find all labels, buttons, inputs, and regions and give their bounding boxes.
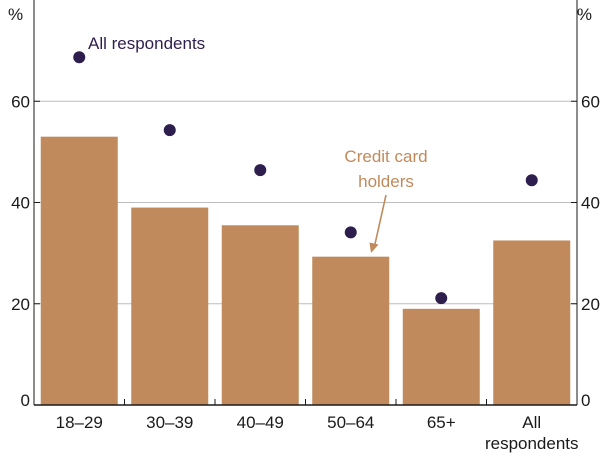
category-label-3: 50–64 — [327, 413, 374, 432]
ytick-label-right-40: 40 — [581, 194, 600, 213]
annotation-arrow-head — [369, 242, 379, 253]
y-unit-right: % — [577, 5, 592, 24]
annotation-arrow-line — [374, 194, 387, 245]
category-label-1: 30–39 — [146, 413, 193, 432]
dot-series-all-respondents — [73, 51, 538, 305]
dot-0 — [73, 51, 86, 64]
bar-2 — [221, 225, 299, 405]
ytick-label-left-20: 20 — [11, 295, 30, 314]
dot-3 — [344, 226, 357, 239]
dot-4 — [435, 292, 448, 305]
dot-1 — [163, 124, 176, 137]
bar-4 — [402, 308, 480, 405]
annotation-credit-card-line1: Credit card — [344, 147, 427, 166]
ytick-label-left-60: 60 — [11, 92, 30, 111]
gridlines — [34, 100, 577, 305]
ytick-label-left-40: 40 — [11, 194, 30, 213]
dot-5 — [525, 174, 538, 187]
y-unit-left: % — [8, 5, 23, 24]
ytick-label-right-60: 60 — [581, 92, 600, 111]
category-label-2: 40–49 — [237, 413, 284, 432]
axis-ticks: 0 0 20 20 40 40 60 60 — [11, 92, 600, 410]
category-label-0: 18–29 — [56, 413, 103, 432]
category-label-5-0: All — [522, 413, 541, 432]
ytick-label-left-0: 0 — [21, 391, 30, 410]
annotation-all-respondents: All respondents — [88, 34, 205, 53]
bar-series-credit-card-holders — [40, 136, 571, 405]
bar-5 — [493, 240, 571, 405]
category-label-5-1: respondents — [485, 434, 579, 453]
category-label-4: 65+ — [427, 413, 456, 432]
ytick-label-right-0: 0 — [581, 391, 590, 410]
bar-1 — [131, 207, 209, 405]
category-labels: 18–29 30–39 40–49 50–64 65+ All respondents — [56, 413, 579, 453]
ytick-label-right-20: 20 — [581, 295, 600, 314]
annotation-credit-card-line2: holders — [358, 172, 414, 191]
dot-2 — [254, 164, 267, 177]
bar-0 — [40, 136, 118, 405]
bar-3 — [312, 256, 390, 405]
